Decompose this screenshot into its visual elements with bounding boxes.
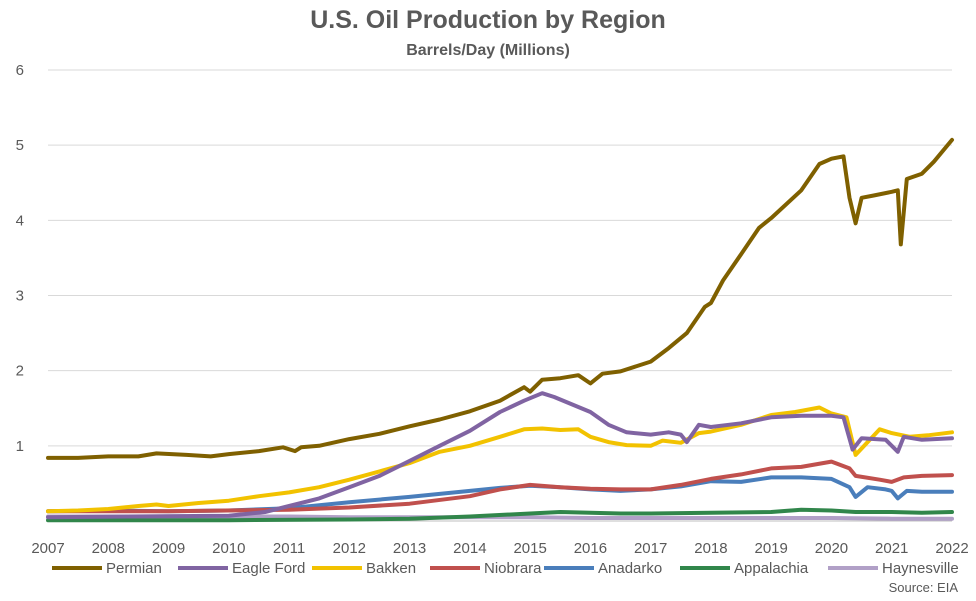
legend-label: Appalachia: [734, 559, 809, 577]
x-tick-label: 2008: [92, 540, 125, 557]
x-tick-label: 2021: [875, 540, 908, 557]
x-tick-label: 2011: [273, 540, 305, 557]
legend-swatch: [680, 566, 730, 570]
x-tick-label: 2009: [152, 540, 185, 557]
legend-item-eagle-ford: Eagle Ford: [178, 558, 305, 578]
legend-swatch: [178, 566, 228, 570]
legend-swatch: [544, 566, 594, 570]
legend-item-bakken: Bakken: [312, 558, 416, 578]
series-line-niobrara: [46, 459, 954, 514]
x-tick-label: 2007: [31, 540, 64, 557]
legend-label: Anadarko: [598, 559, 663, 577]
series-line-permian: [46, 137, 954, 460]
x-tick-label: 2010: [212, 540, 245, 557]
y-tick-label: 1: [16, 438, 24, 455]
legend-item-haynesville: Haynesville: [828, 558, 959, 578]
legend-swatch: [312, 566, 362, 570]
x-tick-label: 2015: [513, 540, 546, 557]
x-tick-label: 2019: [755, 540, 788, 557]
legend-label: Eagle Ford: [232, 559, 306, 577]
legend-item-niobrara: Niobrara: [430, 558, 542, 578]
y-tick-label: 3: [16, 288, 24, 305]
x-tick-label: 2020: [815, 540, 848, 557]
legend-item-anadarko: Anadarko: [544, 558, 662, 578]
series-line-haynesville: [46, 514, 954, 521]
legend-swatch: [828, 566, 878, 570]
legend-item-appalachia: Appalachia: [680, 558, 808, 578]
legend: Permian Eagle Ford Bakken Niobrara Anadarko A…: [0, 558, 976, 578]
y-tick-label: 2: [16, 363, 24, 380]
y-tick-label: 4: [16, 212, 24, 229]
series-line-bakken: [46, 405, 954, 514]
legend-swatch: [52, 566, 102, 570]
x-tick-label: 2022: [935, 540, 968, 557]
x-tick-label: 2013: [393, 540, 426, 557]
x-tick-label: 2018: [694, 540, 727, 557]
series-line-eagle-ford: [46, 391, 954, 520]
chart-subtitle: Barrels/Day (Millions): [406, 42, 570, 59]
x-tick-label: 2017: [634, 540, 667, 557]
x-tick-label: 2016: [574, 540, 607, 557]
legend-label: Niobrara: [484, 559, 542, 577]
x-tick-label: 2014: [453, 540, 486, 557]
x-tick-label: 2012: [333, 540, 366, 557]
y-tick-label: 5: [16, 137, 24, 154]
y-tick-label: 6: [16, 62, 24, 79]
legend-label: Bakken: [366, 559, 417, 577]
legend-label: Permian: [106, 559, 162, 577]
source-note: Source: EIA: [888, 580, 958, 595]
series-line-appalachia: [46, 507, 954, 523]
legend-swatch: [430, 566, 480, 570]
legend-item-permian: Permian: [52, 558, 162, 578]
chart-title: U.S. Oil Production by Region: [310, 6, 666, 34]
legend-label: Haynesville: [882, 559, 959, 577]
